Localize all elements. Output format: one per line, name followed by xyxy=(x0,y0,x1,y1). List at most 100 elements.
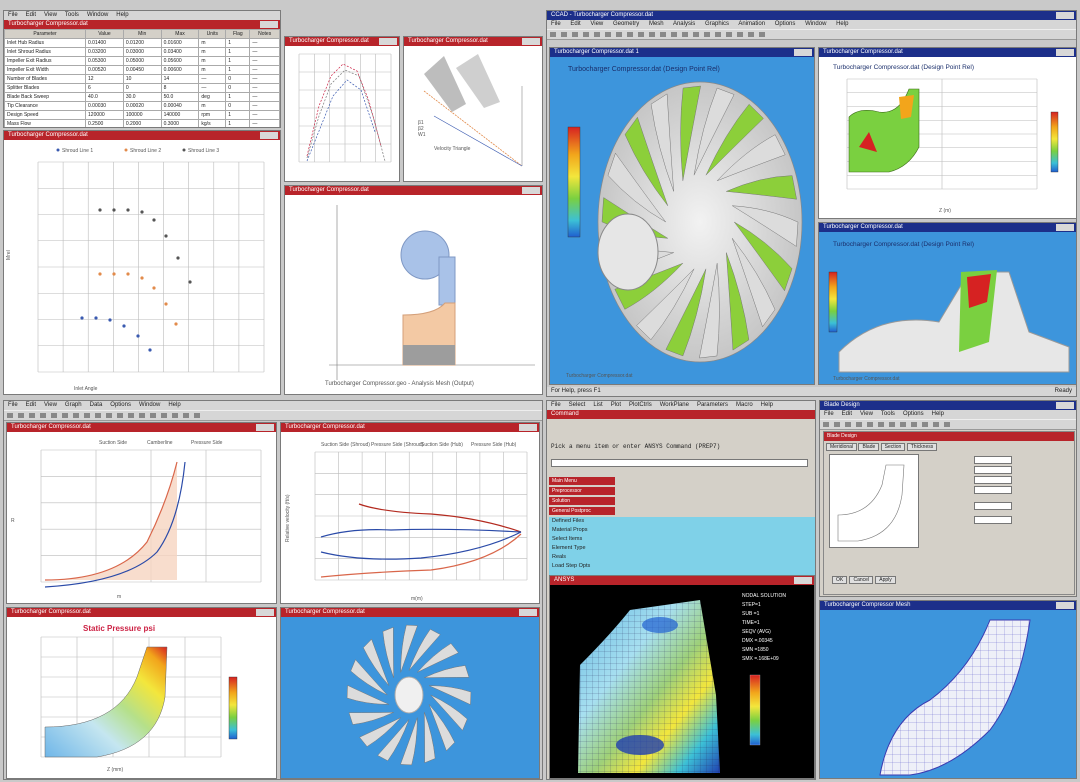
menu-option[interactable]: Element Type xyxy=(552,545,586,551)
table-cell[interactable]: Inlet Hub Radius xyxy=(4,38,87,48)
table-cell[interactable]: Impeller Exit Width xyxy=(4,65,87,75)
static-pressure-titlebar[interactable]: Turbocharger Compressor.dat xyxy=(7,608,276,617)
tab-section[interactable]: Section xyxy=(880,443,906,451)
table-cell[interactable]: 0.00600 xyxy=(160,65,200,75)
design-toolbar[interactable] xyxy=(820,419,1076,430)
contour-2d-titlebar[interactable]: Turbocharger Compressor.dat xyxy=(819,48,1076,57)
table-row[interactable]: Impeller Exit Radius 0.05300 0.05000 0.0560… xyxy=(4,56,280,66)
design-menubar[interactable]: File Edit View Tools Options Help xyxy=(820,410,1076,419)
window-controls[interactable] xyxy=(1056,224,1074,231)
loading-titlebar[interactable]: Turbocharger Compressor.dat xyxy=(281,423,539,432)
menu-item[interactable]: Graphics xyxy=(704,21,729,27)
fea-titlebar[interactable]: ANSYS xyxy=(550,576,814,585)
meridional-titlebar[interactable]: Turbocharger Compressor.dat xyxy=(285,186,542,195)
window-controls[interactable] xyxy=(379,38,397,45)
menu-item[interactable]: Help xyxy=(836,21,849,27)
col-header[interactable]: Value xyxy=(85,29,124,39)
table-cell[interactable]: — xyxy=(249,92,280,102)
table-row[interactable]: Design Speed 120000 100000 140000 rpm 1— xyxy=(4,110,280,120)
table-cell[interactable]: — xyxy=(249,38,280,48)
table-cell[interactable]: 0.03000 xyxy=(122,47,162,57)
table-cell[interactable]: 140000 xyxy=(160,110,200,120)
table-cell[interactable]: 0 xyxy=(122,83,162,93)
table-cell[interactable]: Blade Back Sweep xyxy=(4,92,87,102)
parameter-table[interactable]: Parameter Value Min Max Units Flag Notes… xyxy=(4,29,280,127)
table-cell[interactable]: 0.01600 xyxy=(160,38,200,48)
menu-item[interactable]: Options xyxy=(774,21,796,27)
col-header[interactable]: Flag xyxy=(225,29,251,39)
window-controls[interactable] xyxy=(1056,402,1074,409)
table-cell[interactable]: 1 xyxy=(225,110,251,120)
col-header[interactable]: Units xyxy=(198,29,227,39)
table-cell[interactable]: m xyxy=(198,56,227,66)
table-cell[interactable]: Mass Flow xyxy=(4,119,87,127)
table-cell[interactable]: — xyxy=(249,83,280,93)
main-app-titlebar[interactable]: CCAD - Turbocharger Compressor.dat xyxy=(547,11,1076,20)
menu-option[interactable]: Select Items xyxy=(552,536,583,542)
postproc-button[interactable]: General Postproc xyxy=(549,507,615,515)
window-controls[interactable] xyxy=(522,187,540,194)
table-row[interactable]: Number of Blades 12 10 14—0— xyxy=(4,74,280,84)
table-cell[interactable]: 0 xyxy=(225,74,251,84)
table-cell[interactable]: 50.0 xyxy=(160,92,200,102)
table-cell[interactable]: — xyxy=(249,47,280,57)
table-cell[interactable]: 0.00450 xyxy=(122,65,162,75)
solution-button[interactable]: Solution xyxy=(549,497,615,505)
menu-item[interactable]: View xyxy=(590,21,604,27)
window-controls[interactable] xyxy=(260,132,278,139)
table-cell[interactable]: 0.05600 xyxy=(160,56,200,66)
table-cell[interactable]: 0.03200 xyxy=(85,47,124,57)
table-cell[interactable]: 0.00040 xyxy=(160,101,200,111)
thickness-titlebar[interactable]: Turbocharger Compressor.dat xyxy=(7,423,276,432)
command-input[interactable] xyxy=(551,459,808,467)
table-cell[interactable]: 1 xyxy=(225,65,251,75)
table-cell[interactable]: Number of Blades xyxy=(4,74,87,84)
table-cell[interactable]: 0.01400 xyxy=(85,38,124,48)
param-input-6[interactable] xyxy=(974,516,1012,524)
param-input-4[interactable] xyxy=(974,486,1012,494)
window-controls[interactable] xyxy=(1056,602,1074,609)
mesh-titlebar[interactable]: Turbocharger Compressor Mesh xyxy=(820,601,1076,610)
app-toolbar[interactable] xyxy=(4,410,542,421)
table-cell[interactable]: Design Speed xyxy=(4,110,87,120)
table-cell[interactable]: 0.00030 xyxy=(85,101,124,111)
apply-button[interactable]: Apply xyxy=(875,576,896,584)
table-row[interactable]: Blade Back Sweep 40.0 30.0 50.0 deg 1— xyxy=(4,92,280,102)
ansys-menubar[interactable]: File Select List Plot PlotCtrls WorkPlane Para… xyxy=(547,401,815,410)
menu-item[interactable]: Window xyxy=(805,21,827,27)
window-controls[interactable] xyxy=(1056,12,1074,19)
tab-blade[interactable]: Blade xyxy=(858,443,880,451)
design-tabs[interactable]: Meridional Blade Section Thickness xyxy=(824,441,1074,453)
table-cell[interactable]: 100000 xyxy=(122,110,162,120)
table-cell[interactable]: m xyxy=(198,101,227,111)
menu-item[interactable]: File xyxy=(551,21,561,27)
table-row[interactable]: Inlet Shroud Radius 0.03200 0.03000 0.03400… xyxy=(4,47,280,57)
col-header[interactable]: Parameter xyxy=(4,29,87,39)
param-input-3[interactable] xyxy=(974,476,1012,484)
window-controls[interactable] xyxy=(522,38,540,45)
blade-angle-titlebar[interactable]: Turbocharger Compressor.dat xyxy=(404,37,542,46)
window-controls[interactable] xyxy=(794,577,812,584)
table-cell[interactable]: 1 xyxy=(225,119,251,127)
window-controls[interactable] xyxy=(260,21,278,28)
table-cell[interactable]: 1 xyxy=(225,38,251,48)
table-cell[interactable]: 0.00020 xyxy=(122,101,162,111)
menu-item[interactable]: Geometry xyxy=(612,21,640,27)
window-controls[interactable] xyxy=(794,49,812,56)
table-row[interactable]: Tip Clearance 0.00030 0.00020 0.00040 m 0— xyxy=(4,101,280,111)
table-cell[interactable]: 12 xyxy=(85,74,124,84)
table-cell[interactable]: Splitter Blades xyxy=(4,83,87,93)
col-header[interactable]: Max xyxy=(160,29,200,39)
table-cell[interactable]: — xyxy=(249,56,280,66)
cancel-button[interactable]: Cancel xyxy=(849,576,874,584)
table-cell[interactable]: rpm xyxy=(198,110,227,120)
menu-item[interactable]: Animation xyxy=(738,21,766,27)
table-cell[interactable]: 10 xyxy=(122,74,162,84)
window-controls[interactable] xyxy=(256,424,274,431)
table-cell[interactable]: 1 xyxy=(225,56,251,66)
table-cell[interactable]: 14 xyxy=(160,74,200,84)
param-input-1[interactable] xyxy=(974,456,1012,464)
col-header[interactable]: Notes xyxy=(249,29,280,39)
table-cell[interactable]: 0.05300 xyxy=(85,56,124,66)
table-row[interactable]: Impeller Exit Width 0.00520 0.00450 0.00600… xyxy=(4,65,280,75)
